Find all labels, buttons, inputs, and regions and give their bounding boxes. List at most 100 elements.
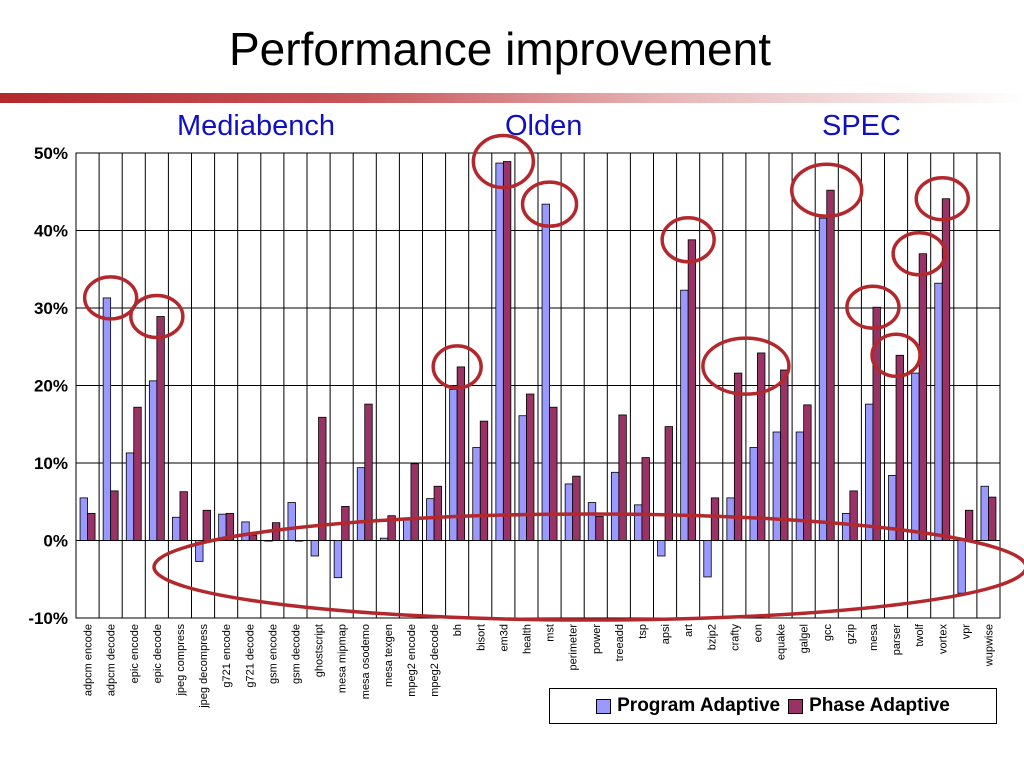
x-tick-label-art: art	[683, 624, 695, 637]
bar-phase-adaptive-wupwise	[988, 496, 997, 541]
y-tick-label: 30%	[34, 299, 68, 318]
bar-program-adaptive-gcc	[818, 217, 828, 541]
x-tick-label-perimeter: perimeter	[568, 624, 580, 671]
bar-phase-adaptive-crafty	[733, 372, 743, 541]
legend-label-phase-adaptive: Phase Adaptive	[809, 695, 950, 716]
bar-program-adaptive-ghostscript	[310, 540, 319, 557]
bar-program-adaptive-apsi	[657, 540, 666, 557]
bar-program-adaptive-twolf	[911, 372, 920, 541]
bar-program-adaptive-treeadd	[610, 471, 620, 541]
bar-phase-adaptive-jpeg-decompress	[202, 509, 211, 541]
x-tick-label-gcc: gcc	[822, 624, 834, 642]
bar-phase-adaptive-mesa-texgen	[387, 515, 396, 541]
bar-phase-adaptive-jpeg-compress	[179, 491, 188, 541]
bar-phase-adaptive-em3d	[502, 161, 512, 541]
bar-phase-adaptive-vpr	[964, 509, 974, 541]
y-tick-label: 40%	[34, 222, 68, 241]
bar-program-adaptive-equake	[772, 431, 781, 541]
bar-phase-adaptive-bzip2	[710, 497, 720, 541]
x-tick-label-gzip: gzip	[845, 624, 857, 644]
annotation-circle-mesa	[845, 284, 901, 330]
annotation-circle-vortex	[914, 175, 970, 222]
annotation-circle-bh	[431, 344, 483, 390]
bar-phase-adaptive-mst	[549, 406, 558, 541]
bar-phase-adaptive-tsp	[641, 457, 650, 541]
bar-program-adaptive-mesa	[865, 403, 874, 541]
bar-phase-adaptive-mesa	[872, 306, 881, 541]
x-tick-label-mst: mst	[545, 624, 557, 642]
bar-program-adaptive-art	[680, 289, 689, 541]
bar-program-adaptive-epic-encode	[125, 452, 135, 541]
x-tick-label-twolf: twolf	[914, 623, 926, 647]
x-tick-label-gsm-encode: gsm encode	[267, 624, 279, 684]
bar-program-adaptive-health	[518, 415, 527, 541]
bar-program-adaptive-mst	[541, 203, 550, 541]
annotation-circle-crafty-eon	[701, 336, 791, 396]
bar-phase-adaptive-art	[687, 239, 697, 541]
annotation-ellipse-negative-region	[152, 512, 1024, 622]
y-tick-label: 20%	[34, 377, 68, 396]
x-tick-label-g721-encode: g721 encode	[221, 624, 233, 688]
bar-phase-adaptive-treeadd	[618, 414, 627, 541]
bar-phase-adaptive-health	[526, 393, 535, 541]
bar-program-adaptive-mesa-mipmap	[333, 540, 343, 579]
bar-phase-adaptive-bh	[456, 366, 466, 541]
bar-program-adaptive-epic-decode	[148, 380, 158, 541]
x-tick-label-parser: parser	[891, 624, 903, 656]
bar-program-adaptive-mesa-texgen	[379, 537, 389, 541]
bar-program-adaptive-adpcm-decode	[102, 297, 112, 541]
title-divider	[0, 93, 1024, 103]
bar-phase-adaptive-gzip	[849, 490, 858, 541]
bar-phase-adaptive-mpeg2-encode	[410, 463, 419, 541]
bar-program-adaptive-gsm-encode	[264, 540, 273, 542]
x-tick-label-crafty: crafty	[729, 624, 741, 651]
bar-program-adaptive-perimeter	[564, 483, 574, 541]
bar-phase-adaptive-bisort	[479, 420, 489, 541]
bar-phase-adaptive-g721-encode	[225, 512, 235, 541]
bar-program-adaptive-vpr	[957, 540, 966, 594]
x-tick-label-g721-decode: g721 decode	[244, 624, 256, 688]
bar-program-adaptive-em3d	[495, 162, 504, 541]
x-tick-label-mpeg2-decode: mpeg2 decode	[429, 624, 441, 697]
x-tick-label-bzip2: bzip2	[706, 624, 718, 650]
group-label-olden: Olden	[505, 110, 583, 142]
bar-program-adaptive-bisort	[472, 447, 481, 541]
bar-program-adaptive-mpeg2-decode	[426, 498, 435, 541]
bar-program-adaptive-vortex	[934, 282, 943, 541]
x-tick-label-gsm-decode: gsm decode	[290, 624, 302, 684]
y-tick-label: 0%	[43, 532, 68, 551]
bar-phase-adaptive-gcc	[826, 189, 835, 541]
bar-program-adaptive-mesa-osodemo	[356, 467, 366, 541]
x-tick-label-eon: eon	[752, 624, 764, 642]
x-tick-label-galgel: galgel	[799, 624, 811, 653]
bar-program-adaptive-galgel	[795, 431, 805, 541]
x-tick-label-mpeg2-encode: mpeg2 encode	[406, 624, 418, 697]
bar-phase-adaptive-epic-decode	[156, 316, 165, 541]
x-tick-label-treeadd: treeadd	[614, 624, 626, 661]
bar-phase-adaptive-mpeg2-decode	[433, 485, 442, 541]
legend-entry-program-adaptive: Program Adaptive	[596, 695, 780, 717]
x-tick-label-epic-encode: epic encode	[129, 624, 141, 683]
x-tick-label-mesa-texgen: mesa texgen	[383, 624, 395, 687]
x-tick-label-bisort: bisort	[475, 624, 487, 651]
x-tick-label-vortex: vortex	[937, 624, 949, 654]
bar-program-adaptive-crafty	[726, 497, 735, 541]
bar-phase-adaptive-vortex	[941, 198, 951, 541]
annotation-circle-epic-decode	[129, 293, 185, 340]
annotation-circle-parser	[870, 332, 922, 379]
legend-label-program-adaptive: Program Adaptive	[617, 695, 781, 716]
bar-phase-adaptive-galgel	[803, 404, 812, 541]
bar-phase-adaptive-adpcm-decode	[110, 490, 119, 541]
x-tick-label-power: power	[591, 624, 603, 654]
bar-phase-adaptive-power	[595, 516, 604, 541]
x-tick-label-em3d: em3d	[498, 624, 510, 652]
bar-phase-adaptive-apsi	[664, 426, 673, 541]
annotation-circle-twolf	[891, 231, 947, 277]
bar-program-adaptive-bzip2	[703, 540, 712, 578]
x-tick-label-bh: bh	[452, 624, 464, 636]
x-tick-label-wupwise: wupwise	[983, 624, 995, 667]
bar-program-adaptive-g721-decode	[241, 521, 250, 541]
x-tick-label-equake: equake	[776, 624, 788, 660]
bar-phase-adaptive-gsm-decode	[295, 540, 304, 542]
